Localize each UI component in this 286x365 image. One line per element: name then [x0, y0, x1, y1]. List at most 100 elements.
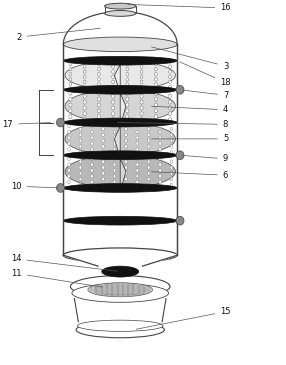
Circle shape: [113, 130, 116, 134]
Polygon shape: [114, 119, 174, 159]
Circle shape: [159, 142, 161, 145]
Circle shape: [79, 160, 82, 164]
Circle shape: [90, 186, 93, 190]
Ellipse shape: [63, 184, 177, 192]
Ellipse shape: [65, 90, 175, 123]
Circle shape: [170, 183, 173, 187]
Circle shape: [67, 186, 70, 190]
Polygon shape: [66, 152, 126, 192]
Text: 10: 10: [11, 182, 58, 191]
Circle shape: [170, 133, 173, 137]
Circle shape: [170, 139, 173, 142]
Circle shape: [67, 124, 70, 128]
Circle shape: [113, 147, 116, 151]
Circle shape: [90, 169, 93, 172]
Circle shape: [67, 130, 70, 134]
Circle shape: [102, 183, 104, 187]
Ellipse shape: [88, 283, 153, 297]
Polygon shape: [63, 44, 177, 255]
Circle shape: [159, 157, 161, 161]
Circle shape: [90, 174, 93, 178]
Circle shape: [147, 133, 150, 137]
Circle shape: [113, 186, 116, 190]
Circle shape: [170, 150, 173, 154]
Circle shape: [159, 124, 161, 128]
Circle shape: [170, 122, 173, 125]
Circle shape: [79, 166, 82, 169]
Circle shape: [147, 122, 150, 125]
Circle shape: [159, 169, 161, 172]
Polygon shape: [66, 86, 126, 126]
Circle shape: [67, 180, 70, 184]
Circle shape: [102, 166, 104, 169]
Circle shape: [67, 174, 70, 178]
Ellipse shape: [63, 118, 177, 127]
Circle shape: [125, 166, 127, 169]
Circle shape: [125, 160, 127, 164]
Circle shape: [136, 163, 139, 166]
Circle shape: [170, 177, 173, 181]
Text: 3: 3: [151, 47, 228, 71]
Circle shape: [113, 163, 116, 166]
Circle shape: [147, 172, 150, 175]
Ellipse shape: [102, 266, 139, 277]
Circle shape: [147, 145, 150, 148]
Circle shape: [136, 142, 139, 145]
Text: 8: 8: [117, 120, 228, 129]
Ellipse shape: [56, 184, 64, 192]
Circle shape: [159, 186, 161, 190]
Circle shape: [136, 169, 139, 172]
Circle shape: [90, 136, 93, 139]
Ellipse shape: [70, 276, 170, 297]
Circle shape: [102, 145, 104, 148]
Ellipse shape: [78, 320, 163, 331]
Circle shape: [90, 153, 93, 157]
Circle shape: [113, 169, 116, 172]
Circle shape: [79, 177, 82, 181]
Circle shape: [79, 154, 82, 158]
Circle shape: [113, 180, 116, 184]
Circle shape: [125, 150, 127, 154]
Circle shape: [90, 124, 93, 128]
Circle shape: [102, 172, 104, 175]
Circle shape: [159, 163, 161, 166]
Text: 9: 9: [183, 154, 228, 164]
Text: 2: 2: [17, 28, 100, 42]
Circle shape: [136, 147, 139, 151]
Circle shape: [113, 157, 116, 161]
Circle shape: [90, 180, 93, 184]
Text: 16: 16: [128, 3, 231, 12]
Circle shape: [125, 177, 127, 181]
Circle shape: [125, 154, 127, 158]
Ellipse shape: [176, 85, 184, 94]
Circle shape: [136, 136, 139, 139]
Circle shape: [159, 130, 161, 134]
Circle shape: [79, 127, 82, 131]
Circle shape: [67, 142, 70, 145]
Circle shape: [113, 142, 116, 145]
Ellipse shape: [176, 151, 184, 160]
Ellipse shape: [63, 37, 177, 51]
Ellipse shape: [76, 322, 164, 338]
Circle shape: [170, 154, 173, 158]
Circle shape: [147, 139, 150, 142]
Circle shape: [125, 139, 127, 142]
Circle shape: [136, 180, 139, 184]
Circle shape: [67, 147, 70, 151]
Circle shape: [159, 136, 161, 139]
Ellipse shape: [105, 11, 136, 16]
Circle shape: [79, 145, 82, 148]
Circle shape: [113, 174, 116, 178]
Ellipse shape: [56, 118, 64, 127]
Circle shape: [136, 157, 139, 161]
Circle shape: [125, 145, 127, 148]
Text: 15: 15: [136, 307, 231, 329]
Circle shape: [90, 163, 93, 166]
Ellipse shape: [65, 61, 175, 90]
Circle shape: [79, 150, 82, 154]
Circle shape: [79, 122, 82, 125]
Circle shape: [113, 153, 116, 157]
Circle shape: [67, 169, 70, 172]
Circle shape: [159, 147, 161, 151]
Circle shape: [159, 174, 161, 178]
